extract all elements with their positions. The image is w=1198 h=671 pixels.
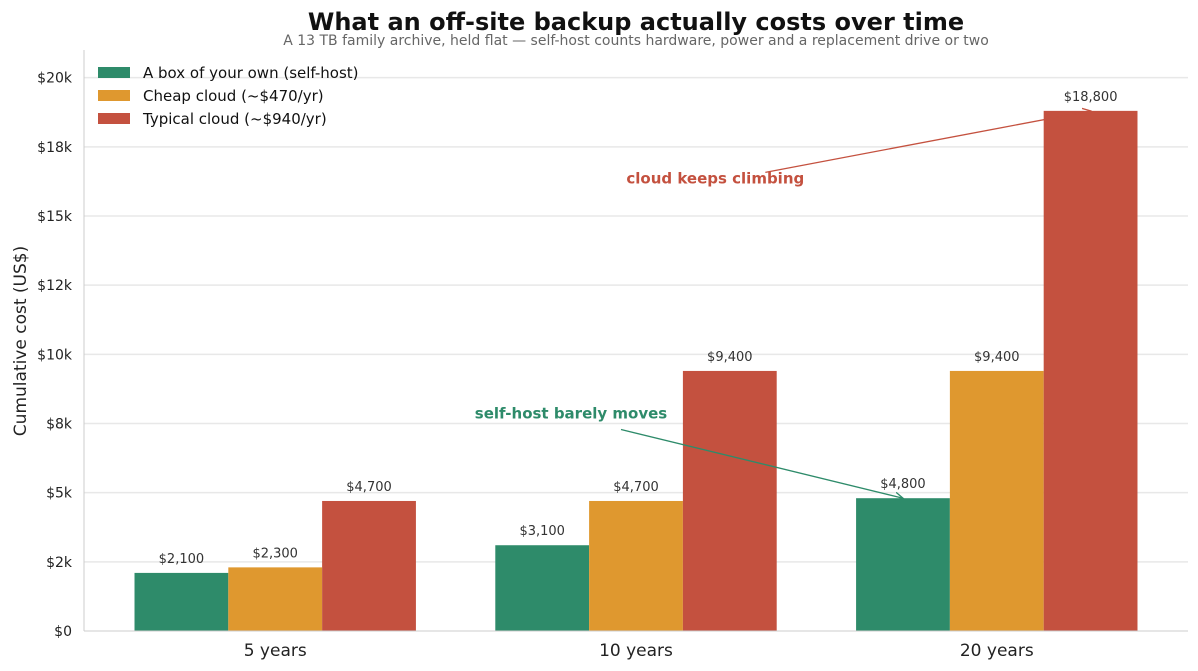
data-label: $3,100: [519, 524, 565, 539]
data-label: $9,400: [974, 350, 1020, 365]
data-labels: $2,100 $3,100 $4,800 $2,300 $4,700 $9,400 $4,7…: [159, 90, 1118, 567]
axes: $0 $2k $5k $8k $10k $12k $15k $18k $20k 5 years 10…: [37, 50, 1188, 661]
y-tick-label: $18k: [37, 140, 73, 156]
bar: [495, 545, 590, 631]
legend-label: A box of your own (self-host): [143, 64, 359, 82]
x-tick-label: 5 years: [244, 641, 307, 661]
bar: [589, 500, 683, 631]
chart-title: What an off-site backup actually costs o…: [308, 8, 964, 36]
bar: [228, 567, 323, 631]
y-tick-label: $2k: [46, 555, 73, 571]
legend-label: Typical cloud (~$940/yr): [142, 110, 327, 128]
annotation-text: cloud keeps climbing: [626, 169, 804, 187]
data-label: $4,800: [880, 477, 926, 492]
annotations: self-host barely moves cloud keeps climbi…: [475, 111, 1091, 498]
legend-swatch: [98, 67, 130, 78]
y-tick-label: $5k: [46, 486, 73, 502]
data-label: $4,700: [613, 480, 659, 495]
bar: [1043, 110, 1138, 631]
data-label: $18,800: [1064, 90, 1118, 105]
y-axis-label: Cumulative cost (US$): [11, 246, 31, 436]
y-tick-label: $20k: [37, 71, 73, 87]
x-tick-label: 10 years: [599, 641, 673, 661]
annotation-text: self-host barely moves: [475, 405, 667, 423]
annotation-arrow: [620, 428, 903, 499]
bar: [949, 370, 1044, 631]
bar: [856, 498, 950, 631]
legend-swatch: [98, 113, 130, 124]
data-label: $2,100: [159, 552, 205, 567]
bar: [322, 500, 416, 631]
legend-label: Cheap cloud (~$470/yr): [143, 87, 324, 105]
legend-swatch: [98, 90, 130, 101]
y-tick-label: $15k: [37, 209, 73, 225]
y-tick-label: $10k: [37, 347, 73, 363]
x-tick-label: 20 years: [960, 641, 1034, 661]
data-label: $4,700: [346, 480, 392, 495]
bar: [682, 370, 777, 631]
bars: [134, 110, 1138, 631]
chart-subtitle: A 13 TB family archive, held flat — self…: [283, 33, 989, 49]
bar: [134, 572, 229, 631]
y-tick-label: $8k: [46, 417, 73, 433]
data-label: $9,400: [707, 350, 753, 365]
data-label: $2,300: [252, 546, 298, 561]
y-tick-label: $12k: [37, 278, 73, 294]
legend: A box of your own (self-host) Cheap cloud…: [98, 64, 359, 128]
annotation-arrow: [765, 111, 1090, 173]
y-tick-label: $0: [54, 624, 72, 640]
grid: [84, 76, 1188, 563]
